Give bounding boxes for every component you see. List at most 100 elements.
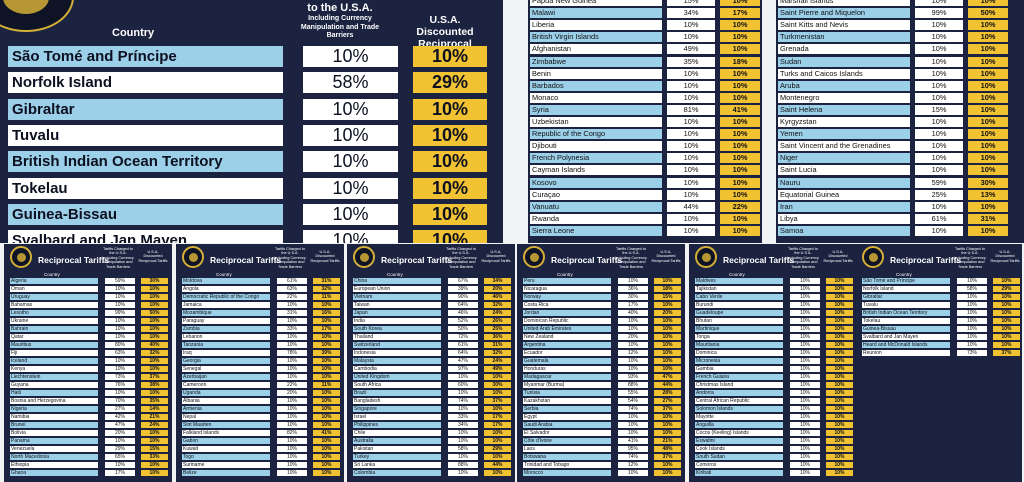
small-tariff-panel: Reciprocal Tariffs Tariffs Charged to the… <box>4 244 172 482</box>
tariff-charged-value: 10% <box>105 286 135 292</box>
reciprocal-tariff-value: 10% <box>826 422 853 428</box>
reciprocal-tariff-value: 18% <box>720 56 760 67</box>
tariff-charged-value: 54% <box>618 398 648 404</box>
country-name: Singapore <box>353 406 441 412</box>
reciprocal-tariff-value: 21% <box>654 438 681 444</box>
country-name: Tuvalu <box>8 124 283 146</box>
tariff-charged-value: 10% <box>277 334 307 340</box>
tariff-charged-value: 99% <box>915 8 963 19</box>
reciprocal-tariff-value: 34% <box>484 278 511 284</box>
tariff-charged-value: 10% <box>790 446 820 452</box>
reciprocal-tariff-value: 10% <box>484 430 511 436</box>
tariff-charged-value: 10% <box>790 286 820 292</box>
reciprocal-tariff-value: 10% <box>484 470 511 476</box>
reciprocal-tariff-value: 10% <box>654 470 681 476</box>
tariff-row: British Indian Ocean Territory 10% 10% <box>8 151 498 173</box>
country-name: Jamaica <box>182 302 270 308</box>
tariff-charged-value: 10% <box>957 294 987 300</box>
tariff-charged-value: 10% <box>618 422 648 428</box>
tariff-charged-value: 10% <box>667 68 715 79</box>
tariff-charged-value: 10% <box>667 213 715 224</box>
reciprocal-tariff-value: 41% <box>720 104 760 115</box>
tariff-charged-value: 10% <box>790 382 820 388</box>
tariff-charged-value: 74% <box>618 406 648 412</box>
reciprocal-tariff-value: 21% <box>141 414 168 420</box>
tariff-charged-value: 97% <box>448 366 478 372</box>
reciprocal-tariff-value: 35% <box>141 398 168 404</box>
country-name: Curaçao <box>530 189 662 200</box>
reciprocal-tariff-value: 10% <box>968 68 1008 79</box>
tariff-charged-value: 10% <box>105 366 135 372</box>
reciprocal-tariff-value: 13% <box>968 189 1008 200</box>
reciprocal-tariff-value: 44% <box>654 382 681 388</box>
reciprocal-tariff-value: 10% <box>993 302 1020 308</box>
country-name: Samoa <box>778 225 910 236</box>
reciprocal-tariff-value: 10% <box>141 358 168 364</box>
reciprocal-tariff-value: 32% <box>313 286 340 292</box>
country-name: Tonga <box>695 334 783 340</box>
reciprocal-tariff-value: 10% <box>654 318 681 324</box>
reciprocal-tariff-value: 10% <box>826 398 853 404</box>
reciprocal-tariff-value: 17% <box>484 414 511 420</box>
country-name: British Indian Ocean Territory <box>8 151 283 173</box>
reciprocal-tariff-value: 10% <box>968 32 1008 43</box>
tariff-charged-value: 10% <box>790 438 820 444</box>
tariff-row: Guinea-Bissau 10% 10% <box>8 203 498 225</box>
tariff-charged-value: 10% <box>790 398 820 404</box>
tariff-charged-value: 10% <box>105 462 135 468</box>
country-name: Switzerland <box>353 342 441 348</box>
reciprocal-tariff-value: 10% <box>720 80 760 91</box>
country-name: Australia <box>353 438 441 444</box>
tariff-charged-value: 10% <box>105 358 135 364</box>
reciprocal-tariff-value: 11% <box>313 294 340 300</box>
tariff-row: Tuvalu 10% 10% <box>8 124 498 146</box>
country-name: Eswatini <box>695 438 783 444</box>
reciprocal-tariff-value: 10% <box>484 454 511 460</box>
tariff-charged-value: 10% <box>790 422 820 428</box>
reciprocal-tariff-value: 10% <box>720 129 760 140</box>
country-name: Ethiopia <box>10 462 98 468</box>
reciprocal-tariff-value: 10% <box>826 310 853 316</box>
country-name: Brunei <box>10 422 98 428</box>
country-name: Saint Lucia <box>778 165 910 176</box>
tariff-charged-value: 78% <box>277 350 307 356</box>
tariff-charged-value: 10% <box>957 302 987 308</box>
tariff-charged-value: 74% <box>448 398 478 404</box>
country-name: Reunion <box>862 350 950 356</box>
reciprocal-tariff-value: 24% <box>484 358 511 364</box>
country-name: Guatemala <box>523 358 611 364</box>
country-name: Cambodia <box>353 366 441 372</box>
country-name: Sierra Leone <box>530 225 662 236</box>
country-name: Jordan <box>523 310 611 316</box>
reciprocal-tariff-value: 10% <box>413 203 487 225</box>
tariff-charged-value: 10% <box>448 470 478 476</box>
reciprocal-tariff-value: 26% <box>484 318 511 324</box>
tariff-charged-value: 10% <box>957 310 987 316</box>
reciprocal-tariff-value: 10% <box>826 438 853 444</box>
reciprocal-tariff-value: 37% <box>654 454 681 460</box>
country-name: Vietnam <box>353 294 441 300</box>
reciprocal-tariff-value: 10% <box>141 430 168 436</box>
tariff-charged-value: 36% <box>618 286 648 292</box>
reciprocal-tariff-value: 49% <box>484 366 511 372</box>
country-name: Kazakhstan <box>523 398 611 404</box>
reciprocal-tariff-value: 14% <box>141 406 168 412</box>
reciprocal-tariff-value: 10% <box>968 56 1008 67</box>
tariff-charged-value: 10% <box>790 342 820 348</box>
tariff-charged-value: 10% <box>957 318 987 324</box>
tariffs-charged-header-title: to the U.S.A. <box>307 2 373 14</box>
small-tariff-panel: Reciprocal Tariffs Tariffs Charged to the… <box>856 244 1022 482</box>
country-name: Tanzania <box>182 342 270 348</box>
reciprocal-tariff-value: 10% <box>826 358 853 364</box>
reciprocal-tariff-value: 10% <box>993 326 1020 332</box>
reciprocal-tariff-value: 29% <box>993 286 1020 292</box>
country-name: Syria <box>530 104 662 115</box>
tariff-charged-value: 49% <box>667 44 715 55</box>
panel-title: Reciprocal Tariffs <box>551 255 623 265</box>
country-name: Qatar <box>10 334 98 340</box>
tariff-charged-value: 34% <box>667 8 715 19</box>
tariff-charged-value: 10% <box>105 294 135 300</box>
reciprocal-tariff-value: 10% <box>313 398 340 404</box>
tariff-charged-value: 10% <box>790 358 820 364</box>
country-name: French Polynesia <box>530 153 662 164</box>
